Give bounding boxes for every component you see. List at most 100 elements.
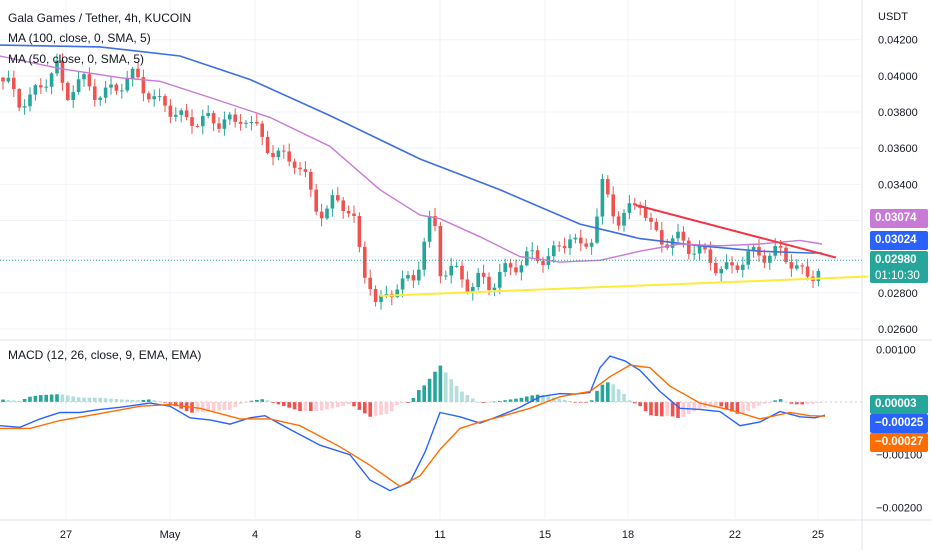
ma100-legend[interactable]: MA (100, close, 0, SMA, 5) bbox=[8, 31, 151, 45]
macd-hist-bar bbox=[228, 402, 232, 410]
macd-hist-bar bbox=[357, 402, 362, 410]
macd-hist-bar bbox=[44, 394, 48, 402]
macd-hist-bar bbox=[103, 398, 108, 402]
macd-hist-bar bbox=[649, 402, 653, 416]
macd-hist-bar bbox=[120, 399, 124, 402]
candle-body bbox=[708, 249, 713, 263]
candle-body bbox=[627, 203, 632, 213]
candle-body bbox=[336, 195, 340, 201]
macd-hist-bar bbox=[157, 401, 162, 403]
macd-hist-bar bbox=[687, 402, 691, 415]
candle-body bbox=[314, 189, 318, 212]
candle-body bbox=[373, 289, 378, 303]
macd-hist-bar bbox=[600, 384, 605, 402]
candle-body bbox=[287, 151, 291, 162]
macd-hist-bar bbox=[55, 394, 59, 402]
macd-hist-bar bbox=[368, 402, 372, 417]
macd-hist-bar bbox=[168, 402, 173, 404]
macd-hist-bar bbox=[114, 399, 119, 402]
candle-body bbox=[417, 269, 421, 281]
price-tick-label: 0.02600 bbox=[878, 324, 918, 336]
macd-hist-label: 0.00003 bbox=[870, 395, 928, 414]
macd-hist-bar bbox=[271, 402, 275, 403]
price-tick-label: 0.03400 bbox=[878, 179, 918, 191]
candle-body bbox=[805, 266, 810, 277]
macd-hist-bar bbox=[730, 402, 734, 412]
macd-hist-bar bbox=[773, 400, 777, 402]
macd-hist-bar bbox=[406, 402, 410, 403]
macd-hist-bar bbox=[562, 399, 567, 402]
candle-body bbox=[276, 150, 281, 158]
currency-label: USDT bbox=[878, 11, 908, 23]
macd-hist-bar bbox=[465, 395, 470, 402]
macd-hist-bar bbox=[508, 399, 513, 402]
ma50-legend[interactable]: MA (50, close, 0, SMA, 5) bbox=[8, 52, 145, 66]
time-tick-label: 11 bbox=[434, 529, 445, 541]
macd-tick-label: −0.00200 bbox=[876, 502, 922, 514]
candle-body bbox=[778, 246, 783, 248]
macd-hist-bar bbox=[330, 402, 335, 409]
candle-body bbox=[319, 211, 324, 219]
candle-body bbox=[357, 215, 362, 247]
macd-hist-bar bbox=[643, 402, 648, 412]
candle-body bbox=[514, 267, 518, 273]
macd-hist-bar bbox=[481, 402, 486, 403]
candle-body bbox=[6, 77, 11, 82]
candle-body bbox=[649, 217, 653, 222]
candle-body bbox=[211, 113, 216, 124]
macd-hist-bar bbox=[147, 399, 151, 402]
countdown-timer: 01:10:30 bbox=[875, 270, 920, 282]
macd-legend[interactable]: MACD (12, 26, close, 9, EMA, EMA) bbox=[8, 348, 202, 362]
candle-body bbox=[12, 77, 16, 90]
macd-hist-bar bbox=[276, 402, 281, 405]
price-tick-label: 0.02800 bbox=[878, 288, 918, 300]
candle-body bbox=[179, 110, 183, 115]
macd-hist-bar bbox=[805, 402, 810, 404]
candle-body bbox=[265, 136, 270, 154]
macd-hist-bar bbox=[654, 402, 659, 417]
macd-hist-bar bbox=[665, 402, 669, 416]
macd-hist-bar bbox=[708, 402, 713, 408]
macd-tick-label: 0.00100 bbox=[876, 344, 916, 356]
macd-hist-bar bbox=[800, 402, 804, 405]
macd-hist-bar bbox=[622, 393, 626, 402]
macd-hist-bar bbox=[319, 402, 324, 411]
candle-body bbox=[724, 262, 729, 269]
candle-body bbox=[471, 286, 475, 293]
candle-body bbox=[714, 262, 718, 274]
macd-hist-bar bbox=[346, 402, 351, 405]
macd-hist-bar bbox=[438, 365, 443, 402]
macd-hist-bar bbox=[768, 402, 772, 403]
candle-body bbox=[93, 86, 97, 100]
macd-hist-bar bbox=[1, 399, 5, 402]
macd-hist-bar bbox=[71, 396, 75, 402]
candle-body bbox=[492, 287, 497, 291]
candle-body bbox=[195, 125, 200, 127]
candle-body bbox=[589, 242, 594, 247]
macd-line-label: −0.00025 bbox=[870, 414, 928, 433]
macd-hist-bar bbox=[530, 395, 534, 402]
candle-body bbox=[395, 289, 399, 298]
candle-body bbox=[584, 243, 588, 247]
macd-hist-bar bbox=[174, 402, 178, 407]
macd-hist-bar bbox=[82, 397, 86, 402]
candle-body bbox=[55, 60, 59, 74]
price-tick-label: 0.04000 bbox=[878, 71, 918, 83]
macd-hist-bar bbox=[751, 402, 756, 409]
candle-body bbox=[33, 85, 38, 95]
macd-hist-bar bbox=[525, 396, 529, 402]
time-tick-label: 22 bbox=[729, 529, 741, 541]
candle-body bbox=[368, 277, 372, 290]
macd-hist-bar bbox=[93, 397, 97, 402]
candle-body bbox=[303, 169, 308, 172]
candle-body bbox=[228, 114, 232, 120]
macd-hist-bar bbox=[616, 389, 621, 402]
candle-body bbox=[168, 105, 173, 117]
macd-hist-bar bbox=[514, 398, 518, 402]
macd-hist-bar bbox=[762, 402, 767, 404]
candle-body bbox=[222, 119, 227, 129]
time-tick-label: 15 bbox=[539, 529, 551, 541]
macd-hist-bar bbox=[141, 399, 146, 402]
